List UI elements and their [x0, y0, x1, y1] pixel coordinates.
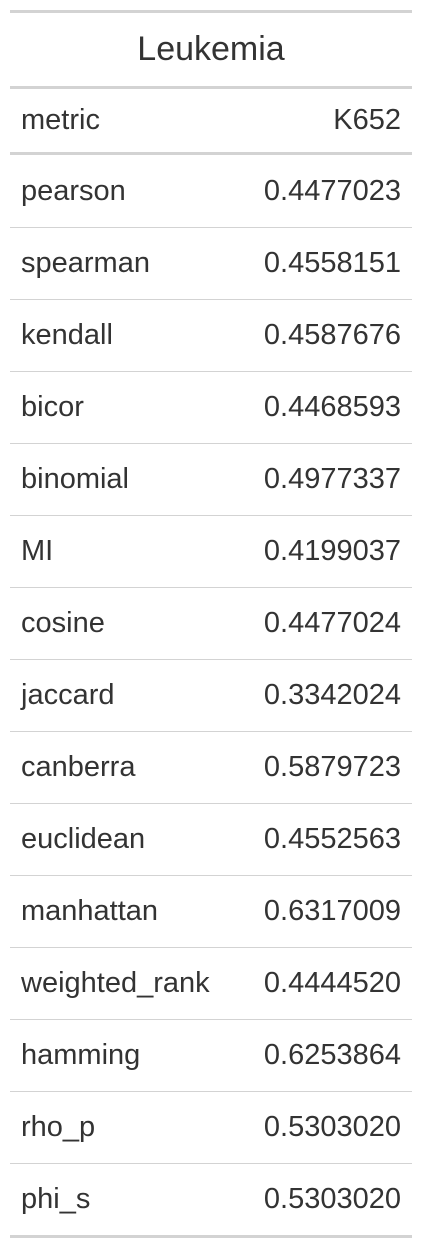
- column-header-metric: metric: [21, 104, 100, 136]
- table-row: manhattan 0.6317009: [10, 875, 412, 947]
- metric-cell: manhattan: [21, 895, 159, 927]
- table-row: spearman 0.4558151: [10, 227, 412, 299]
- value-cell: 0.4468593: [263, 391, 401, 423]
- table-row: cosine 0.4477024: [10, 587, 412, 659]
- value-cell: 0.4552563: [263, 823, 401, 855]
- table-row: MI 0.4199037: [10, 515, 412, 587]
- table-row: jaccard 0.3342024: [10, 659, 412, 731]
- metric-cell: rho_p: [21, 1111, 96, 1143]
- metric-cell: binomial: [21, 463, 129, 495]
- value-cell: 0.3342024: [263, 679, 401, 711]
- table-row: binomial 0.4977337: [10, 443, 412, 515]
- table-body: pearson 0.4477023 spearman 0.4558151 kendall…: [10, 155, 412, 1238]
- table-row: phi_s 0.5303020: [10, 1163, 412, 1235]
- metric-cell: spearman: [21, 247, 150, 279]
- table-row: pearson 0.4477023: [10, 155, 412, 227]
- table-row: hamming 0.6253864: [10, 1019, 412, 1091]
- metric-cell: bicor: [21, 391, 84, 423]
- value-cell: 0.4199037: [263, 535, 401, 567]
- metrics-table: Leukemia metric K652 pearson 0.4477023 spe…: [10, 10, 412, 1238]
- value-cell: 0.4477023: [263, 174, 401, 207]
- table-row: kendall 0.4587676: [10, 299, 412, 371]
- table-header-row: metric K652: [10, 89, 412, 155]
- metric-cell: hamming: [21, 1039, 141, 1071]
- value-cell: 0.4477024: [263, 607, 401, 639]
- table-title: Leukemia: [10, 13, 412, 89]
- metric-cell: kendall: [21, 319, 113, 351]
- column-header-k652: K652: [333, 104, 401, 136]
- value-cell: 0.5879723: [263, 751, 401, 783]
- value-cell: 0.5303020: [263, 1183, 401, 1215]
- metric-cell: jaccard: [21, 679, 115, 711]
- metric-cell: weighted_rank: [21, 967, 210, 999]
- metric-cell: cosine: [21, 607, 105, 639]
- value-cell: 0.4977337: [263, 463, 401, 495]
- value-cell: 0.4444520: [263, 967, 401, 999]
- metric-cell: MI: [21, 535, 54, 567]
- value-cell: 0.5303020: [263, 1111, 401, 1143]
- metric-cell: pearson: [21, 174, 126, 207]
- value-cell: 0.6317009: [263, 895, 401, 927]
- table-row: rho_p 0.5303020: [10, 1091, 412, 1163]
- table-row: weighted_rank 0.4444520: [10, 947, 412, 1019]
- table-top-rule: [10, 10, 412, 13]
- metric-cell: phi_s: [21, 1183, 91, 1215]
- value-cell: 0.4587676: [263, 319, 401, 351]
- metric-cell: canberra: [21, 751, 136, 783]
- table-row: bicor 0.4468593: [10, 371, 412, 443]
- table-row: canberra 0.5879723: [10, 731, 412, 803]
- table-row: euclidean 0.4552563: [10, 803, 412, 875]
- value-cell: 0.4558151: [263, 247, 401, 279]
- value-cell: 0.6253864: [263, 1039, 401, 1071]
- metric-cell: euclidean: [21, 823, 146, 855]
